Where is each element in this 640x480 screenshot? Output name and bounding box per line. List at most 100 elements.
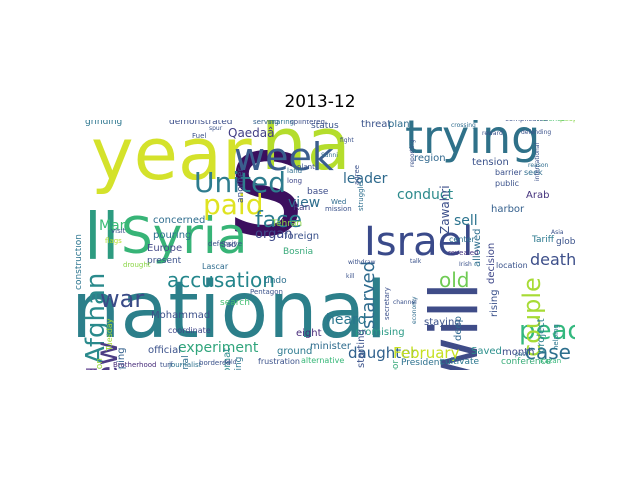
cloud-word: accusation (167, 268, 275, 292)
cloud-word: serving (253, 120, 279, 126)
cloud-word: struggle (357, 181, 365, 211)
cloud-word: fight (340, 137, 354, 144)
cloud-word: people (560, 120, 575, 123)
cloud-word: conduct (397, 187, 454, 203)
cloud-word: Saved (471, 346, 502, 357)
cloud-word: year (91, 120, 252, 196)
cloud-word: threat (361, 120, 392, 130)
cloud-word: grinding (85, 120, 123, 127)
cloud-word: daughter (348, 344, 417, 362)
cloud-word: harbor (491, 204, 525, 215)
cloud-word: promising (355, 327, 405, 338)
cloud-word: Mohammad (151, 310, 211, 321)
cloud-word: staying (424, 317, 461, 328)
cloud-word: location (496, 261, 528, 270)
cloud-word: violence (536, 120, 565, 123)
cloud-word: view (288, 195, 321, 211)
cloud-word: Kazan (540, 357, 562, 365)
cloud-word: helping (552, 323, 560, 350)
cloud-word: Fuel (192, 132, 207, 140)
cloud-word: old (439, 268, 470, 292)
cloud-word: leader (343, 171, 388, 187)
cloud-word: Wed (331, 198, 347, 206)
cloud-word: heard (326, 312, 367, 328)
cloud-word: public (495, 179, 520, 188)
cloud-word: suspicion (95, 358, 105, 370)
cloud-word: Arab (526, 190, 550, 201)
cloud-word: Man (99, 218, 129, 234)
cloud-word: frustration (258, 357, 300, 366)
cloud-word: pass (515, 351, 529, 358)
cloud-word: eight (296, 328, 322, 339)
cloud-word: Irish (459, 261, 472, 268)
cloud-word: sharing (268, 120, 295, 126)
cloud-word: project (536, 317, 547, 353)
cloud-word: channel (393, 299, 417, 306)
cloud-word: starting (356, 329, 367, 368)
cloud-word: flags (105, 237, 122, 245)
cloud-word: defending (521, 129, 552, 136)
cloud-word: reporting (409, 139, 416, 167)
cloud-word: Tehran (272, 219, 303, 229)
cloud-word: barrier (495, 168, 522, 177)
cloud-word: Tuesday (105, 318, 114, 351)
cloud-word: Asia (551, 229, 564, 236)
cloud-word: month (502, 347, 535, 358)
cloud-word: Lascar (202, 262, 229, 271)
cloud-word: President (401, 358, 443, 368)
cloud-word: national (75, 266, 388, 356)
cloud-word: seek (524, 168, 543, 177)
cloud-word: turf (160, 361, 173, 369)
cloud-word: Israel (364, 219, 474, 265)
cloud-word: concerned (153, 215, 206, 226)
cloud-word: journalist (169, 361, 202, 369)
cloud-word: neighbor (391, 360, 401, 370)
cloud-word: undo (264, 276, 287, 286)
cloud-word: bordered (199, 359, 231, 367)
cloud-word: organ (255, 227, 293, 242)
cloud-word: face (255, 208, 302, 233)
cloud-word: sell (454, 213, 478, 229)
figure-title: 2013-12 (284, 92, 356, 112)
cloud-word: demonstrated (169, 120, 233, 127)
cloud-word: construction (75, 234, 84, 291)
cloud-word: plant (297, 163, 315, 171)
cloud-word: Syria (121, 207, 248, 265)
cloud-word: kill (346, 273, 355, 280)
cloud-word: region (414, 153, 446, 164)
cloud-word: complicated (505, 120, 548, 123)
cloud-word: agree (353, 165, 361, 186)
cloud-word: Tariff (532, 235, 554, 245)
cloud-word: February (393, 344, 460, 362)
cloud-word: Zawahri (438, 185, 452, 235)
cloud-word: cultivate (440, 357, 480, 367)
cloud-word: coordinate (168, 326, 211, 335)
cloud-word: tension (472, 157, 509, 168)
cloud-word: Qaedaâ (228, 126, 275, 140)
cloud-word: Ran (293, 203, 311, 213)
cloud-word: Sad (221, 240, 237, 249)
cloud-word: base (307, 187, 329, 197)
cloud-word: splintered (290, 120, 325, 126)
cloud-word: search (220, 298, 250, 308)
cloud-word: reason (528, 162, 549, 169)
cloud-word: present (147, 256, 182, 266)
cloud-word: reward (482, 130, 503, 137)
cloud-word: trying (405, 120, 541, 164)
word-cloud: s national year ha will ll trying Syria week Isra… (75, 120, 575, 370)
cloud-word: secretary (383, 286, 391, 320)
cloud-word: experiment (178, 340, 259, 356)
cloud-word: plan (388, 120, 410, 130)
cloud-word: case (525, 340, 571, 364)
cloud-word: long (287, 177, 303, 185)
cloud-word: Europe (147, 243, 183, 254)
cloud-word: United (194, 166, 286, 199)
cloud-word: Bosnia (283, 247, 314, 257)
cloud-word: death (530, 250, 575, 269)
cloud-word: ground (277, 346, 313, 357)
cloud-word: Brotherhood (113, 361, 157, 369)
cloud-word: told (225, 359, 237, 366)
cloud-word: allowed (472, 228, 483, 267)
cloud-word: pouring (153, 230, 192, 241)
cloud-word: center (449, 235, 475, 244)
